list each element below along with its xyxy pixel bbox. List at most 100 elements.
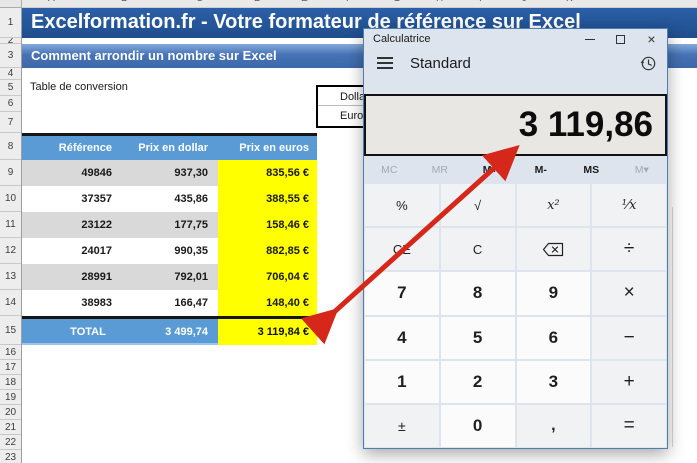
- digit-8-button[interactable]: 8: [440, 272, 515, 315]
- header-reference[interactable]: Référence: [22, 136, 128, 160]
- row-header-10[interactable]: 10: [0, 186, 21, 212]
- cell-reference[interactable]: 24017: [22, 238, 128, 264]
- calculator-titlebar[interactable]: Calculatrice ×: [364, 29, 667, 49]
- memory-recall-button[interactable]: MR: [431, 164, 448, 176]
- cell-reference[interactable]: 49846: [22, 160, 128, 186]
- digit-7-button[interactable]: 7: [365, 272, 439, 315]
- digit-5-button[interactable]: 5: [440, 316, 515, 359]
- row-header-7[interactable]: 7: [0, 112, 21, 133]
- select-all-corner[interactable]: [0, 0, 22, 8]
- column-header-a[interactable]: A: [48, 0, 55, 4]
- backspace-button[interactable]: [516, 228, 591, 271]
- row-header-12[interactable]: 12: [0, 238, 21, 264]
- row-header-9[interactable]: 9: [0, 160, 21, 186]
- row-header-15[interactable]: 15: [0, 316, 21, 345]
- row-header-5[interactable]: 5: [0, 80, 21, 96]
- subtract-button[interactable]: −: [592, 316, 666, 359]
- cell-euro[interactable]: 148,40 €: [218, 290, 317, 316]
- cell-euro[interactable]: 835,56 €: [218, 160, 317, 186]
- row-header-23[interactable]: 23: [0, 450, 21, 463]
- total-dollar-cell[interactable]: 3 499,74: [128, 319, 218, 345]
- row-header-6[interactable]: 6: [0, 96, 21, 112]
- column-header-f[interactable]: F: [346, 0, 352, 4]
- percent-button[interactable]: %: [365, 184, 439, 227]
- history-button[interactable]: [639, 54, 657, 72]
- cell-reference[interactable]: 23122: [22, 212, 128, 238]
- close-button[interactable]: ×: [636, 29, 667, 49]
- row-header-1[interactable]: 1: [0, 8, 21, 38]
- cell-euro[interactable]: 882,85 €: [218, 238, 317, 264]
- digit-9-button[interactable]: 9: [516, 272, 591, 315]
- minimize-button[interactable]: [574, 29, 605, 49]
- memory-list-button[interactable]: M▾: [634, 164, 649, 176]
- cell-dollar[interactable]: 435,86: [128, 186, 218, 212]
- memory-subtract-button[interactable]: M-: [534, 164, 547, 176]
- divide-button[interactable]: ÷: [592, 228, 666, 271]
- cell-dollar[interactable]: 990,35: [128, 238, 218, 264]
- column-header-i[interactable]: I: [479, 0, 482, 4]
- digit-6-button[interactable]: 6: [516, 316, 591, 359]
- row-header-8[interactable]: 8: [0, 133, 21, 160]
- cell-dollar[interactable]: 937,30: [128, 160, 218, 186]
- row-header-21[interactable]: 21: [0, 420, 21, 435]
- digit-0-button[interactable]: 0: [440, 404, 515, 447]
- row-header-19[interactable]: 19: [0, 390, 21, 405]
- maximize-button[interactable]: [605, 29, 636, 49]
- add-button[interactable]: +: [592, 360, 666, 403]
- column-header-j[interactable]: J: [522, 0, 527, 4]
- row-header-18[interactable]: 18: [0, 375, 21, 390]
- column-header-e[interactable]: E: [301, 0, 308, 4]
- digit-3-button[interactable]: 3: [516, 360, 591, 403]
- digit-1-button[interactable]: 1: [365, 360, 439, 403]
- memory-clear-button[interactable]: MC: [381, 164, 398, 176]
- row-header-3[interactable]: 3: [0, 44, 21, 68]
- memory-add-button[interactable]: M+: [482, 164, 498, 176]
- cell-reference[interactable]: 38983: [22, 290, 128, 316]
- digit-2-button[interactable]: 2: [440, 360, 515, 403]
- column-header-h[interactable]: H: [436, 0, 443, 4]
- square-button[interactable]: x²: [516, 184, 591, 227]
- table-caption[interactable]: Table de conversion: [30, 81, 128, 93]
- conversion-euro-cell[interactable]: Euro: [340, 110, 364, 122]
- column-header-d[interactable]: D: [254, 0, 261, 4]
- sheet-title-banner[interactable]: Excelformation.fr - Votre formateur de r…: [22, 8, 697, 38]
- column-header-b[interactable]: B: [121, 0, 128, 4]
- row-header-16[interactable]: 16: [0, 345, 21, 360]
- memory-store-button[interactable]: MS: [583, 164, 600, 176]
- cell-dollar[interactable]: 792,01: [128, 264, 218, 290]
- cell-reference[interactable]: 28991: [22, 264, 128, 290]
- header-prix-euros[interactable]: Prix en euros: [218, 136, 317, 160]
- calculator-mode-label[interactable]: Standard: [410, 54, 471, 72]
- row-header-20[interactable]: 20: [0, 405, 21, 420]
- square-root-button[interactable]: √: [440, 184, 515, 227]
- row-header-4[interactable]: 4: [0, 68, 21, 80]
- clear-entry-button[interactable]: CE: [365, 228, 439, 271]
- multiply-button[interactable]: ×: [592, 272, 666, 315]
- header-prix-dollar[interactable]: Prix en dollar: [128, 136, 218, 160]
- decimal-separator-button[interactable]: ,: [516, 404, 591, 447]
- cell-reference[interactable]: 37357: [22, 186, 128, 212]
- row-header-11[interactable]: 11: [0, 212, 21, 238]
- equals-button[interactable]: =: [592, 404, 666, 447]
- row-header-22[interactable]: 22: [0, 435, 21, 450]
- column-header-c[interactable]: C: [196, 0, 203, 4]
- digit-4-button[interactable]: 4: [365, 316, 439, 359]
- total-label-cell[interactable]: TOTAL: [22, 319, 128, 345]
- row-header-2[interactable]: 2: [0, 38, 21, 44]
- row-header-14[interactable]: 14: [0, 290, 21, 316]
- row-gutter: 1 2 3 4 5 6 7 8 9 10 11 12 13 14 15 16 1…: [0, 8, 22, 463]
- clear-button[interactable]: C: [440, 228, 515, 271]
- row-header-17[interactable]: 17: [0, 360, 21, 375]
- total-euro-cell[interactable]: 3 119,84 €: [218, 319, 317, 345]
- negate-button[interactable]: ±: [365, 404, 439, 447]
- column-header-k[interactable]: K: [566, 0, 573, 4]
- hamburger-menu-icon[interactable]: [377, 57, 393, 69]
- column-header-g[interactable]: G: [393, 0, 401, 4]
- cell-dollar[interactable]: 177,75: [128, 212, 218, 238]
- cell-euro[interactable]: 388,55 €: [218, 186, 317, 212]
- row-header-13[interactable]: 13: [0, 264, 21, 290]
- cell-euro[interactable]: 706,04 €: [218, 264, 317, 290]
- cell-euro[interactable]: 158,46 €: [218, 212, 317, 238]
- cell-dollar[interactable]: 166,47: [128, 290, 218, 316]
- reciprocal-button[interactable]: ⅟x: [592, 184, 666, 227]
